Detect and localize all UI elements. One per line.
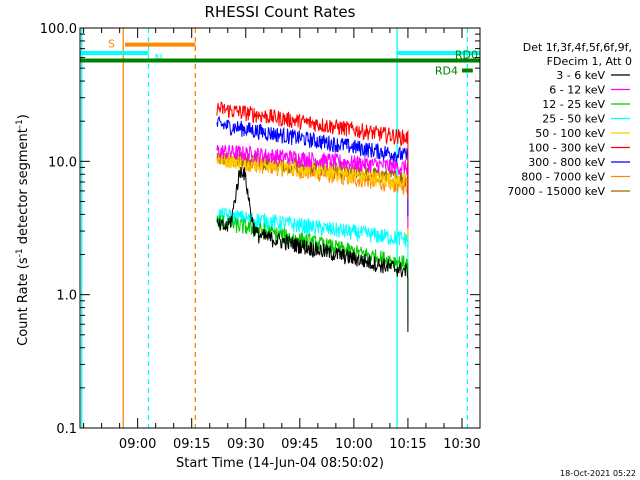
legend: Det 1f,3f,4f,5f,6f,9f, FDecim 1, Att 0 3… [507, 41, 632, 198]
legend-label: 3 - 6 keV [556, 69, 605, 82]
legend-label: 50 - 100 keV [535, 127, 605, 140]
y-tick-label: 1.0 [56, 289, 77, 304]
series-line [216, 152, 409, 243]
legend-label: 12 - 25 keV [542, 98, 605, 111]
flag-bars: S N RD0 RD4 [80, 38, 480, 78]
series-line [216, 207, 409, 301]
y-tick-label: 10.0 [48, 155, 77, 170]
series-line [216, 115, 409, 217]
x-tick-label: 09:00 [119, 437, 156, 452]
legend-header-line-1: Det 1f,3f,4f,5f,6f,9f, [523, 41, 632, 54]
flag-label: S [108, 38, 115, 51]
x-tick-label: 09:15 [173, 437, 210, 452]
legend-label: 7000 - 15000 keV [507, 185, 605, 198]
y-axis-label: Count Rate (s-1 detector segment-1) [15, 114, 31, 346]
x-tick-label: 10:15 [389, 437, 426, 452]
x-tick-label: 10:30 [443, 437, 480, 452]
legend-label: 300 - 800 keV [528, 156, 605, 169]
series-line [216, 101, 409, 199]
plot-frame [79, 27, 481, 429]
y-tick-label: 0.1 [56, 422, 77, 437]
series-line [216, 214, 409, 325]
y-axis-label-end: ) [16, 114, 31, 119]
y-axis-label-sup2: -1 [15, 119, 25, 128]
x-axis: 09:00 09:15 09:30 09:45 10:00 10:15 10:30 [83, 28, 481, 452]
flag-label: RD0 [455, 49, 478, 62]
series-layer [216, 101, 409, 332]
chart-title: RHESSI Count Rates [205, 3, 356, 21]
x-axis-label: Start Time (14-Jun-04 08:50:02) [176, 456, 384, 471]
y-axis-label-main: Count Rate (s [16, 257, 31, 346]
legend-header-line-2: FDecim 1, Att 0 [547, 55, 632, 68]
y-axis: 0.1 1.0 10.0 100.0 [40, 22, 480, 437]
x-tick-label: 09:45 [281, 437, 318, 452]
x-tick-label: 10:00 [335, 437, 372, 452]
legend-label: 800 - 7000 keV [521, 171, 605, 184]
vertical-markers [81, 28, 469, 428]
series-line [216, 144, 409, 229]
flag-label: RD4 [435, 65, 458, 78]
y-tick-label: 100.0 [40, 22, 77, 37]
timestamp: 18-Oct-2021 05:22 [560, 469, 636, 478]
y-axis-label-sup: -1 [15, 248, 25, 257]
y-axis-label-mid: detector segment [16, 128, 31, 248]
legend-label: 25 - 50 keV [542, 113, 605, 126]
legend-label: 6 - 12 keV [549, 84, 605, 97]
legend-label: 100 - 300 keV [528, 142, 605, 155]
flag-label: N [154, 52, 162, 65]
x-tick-label: 09:30 [227, 437, 264, 452]
series-line [216, 167, 409, 332]
